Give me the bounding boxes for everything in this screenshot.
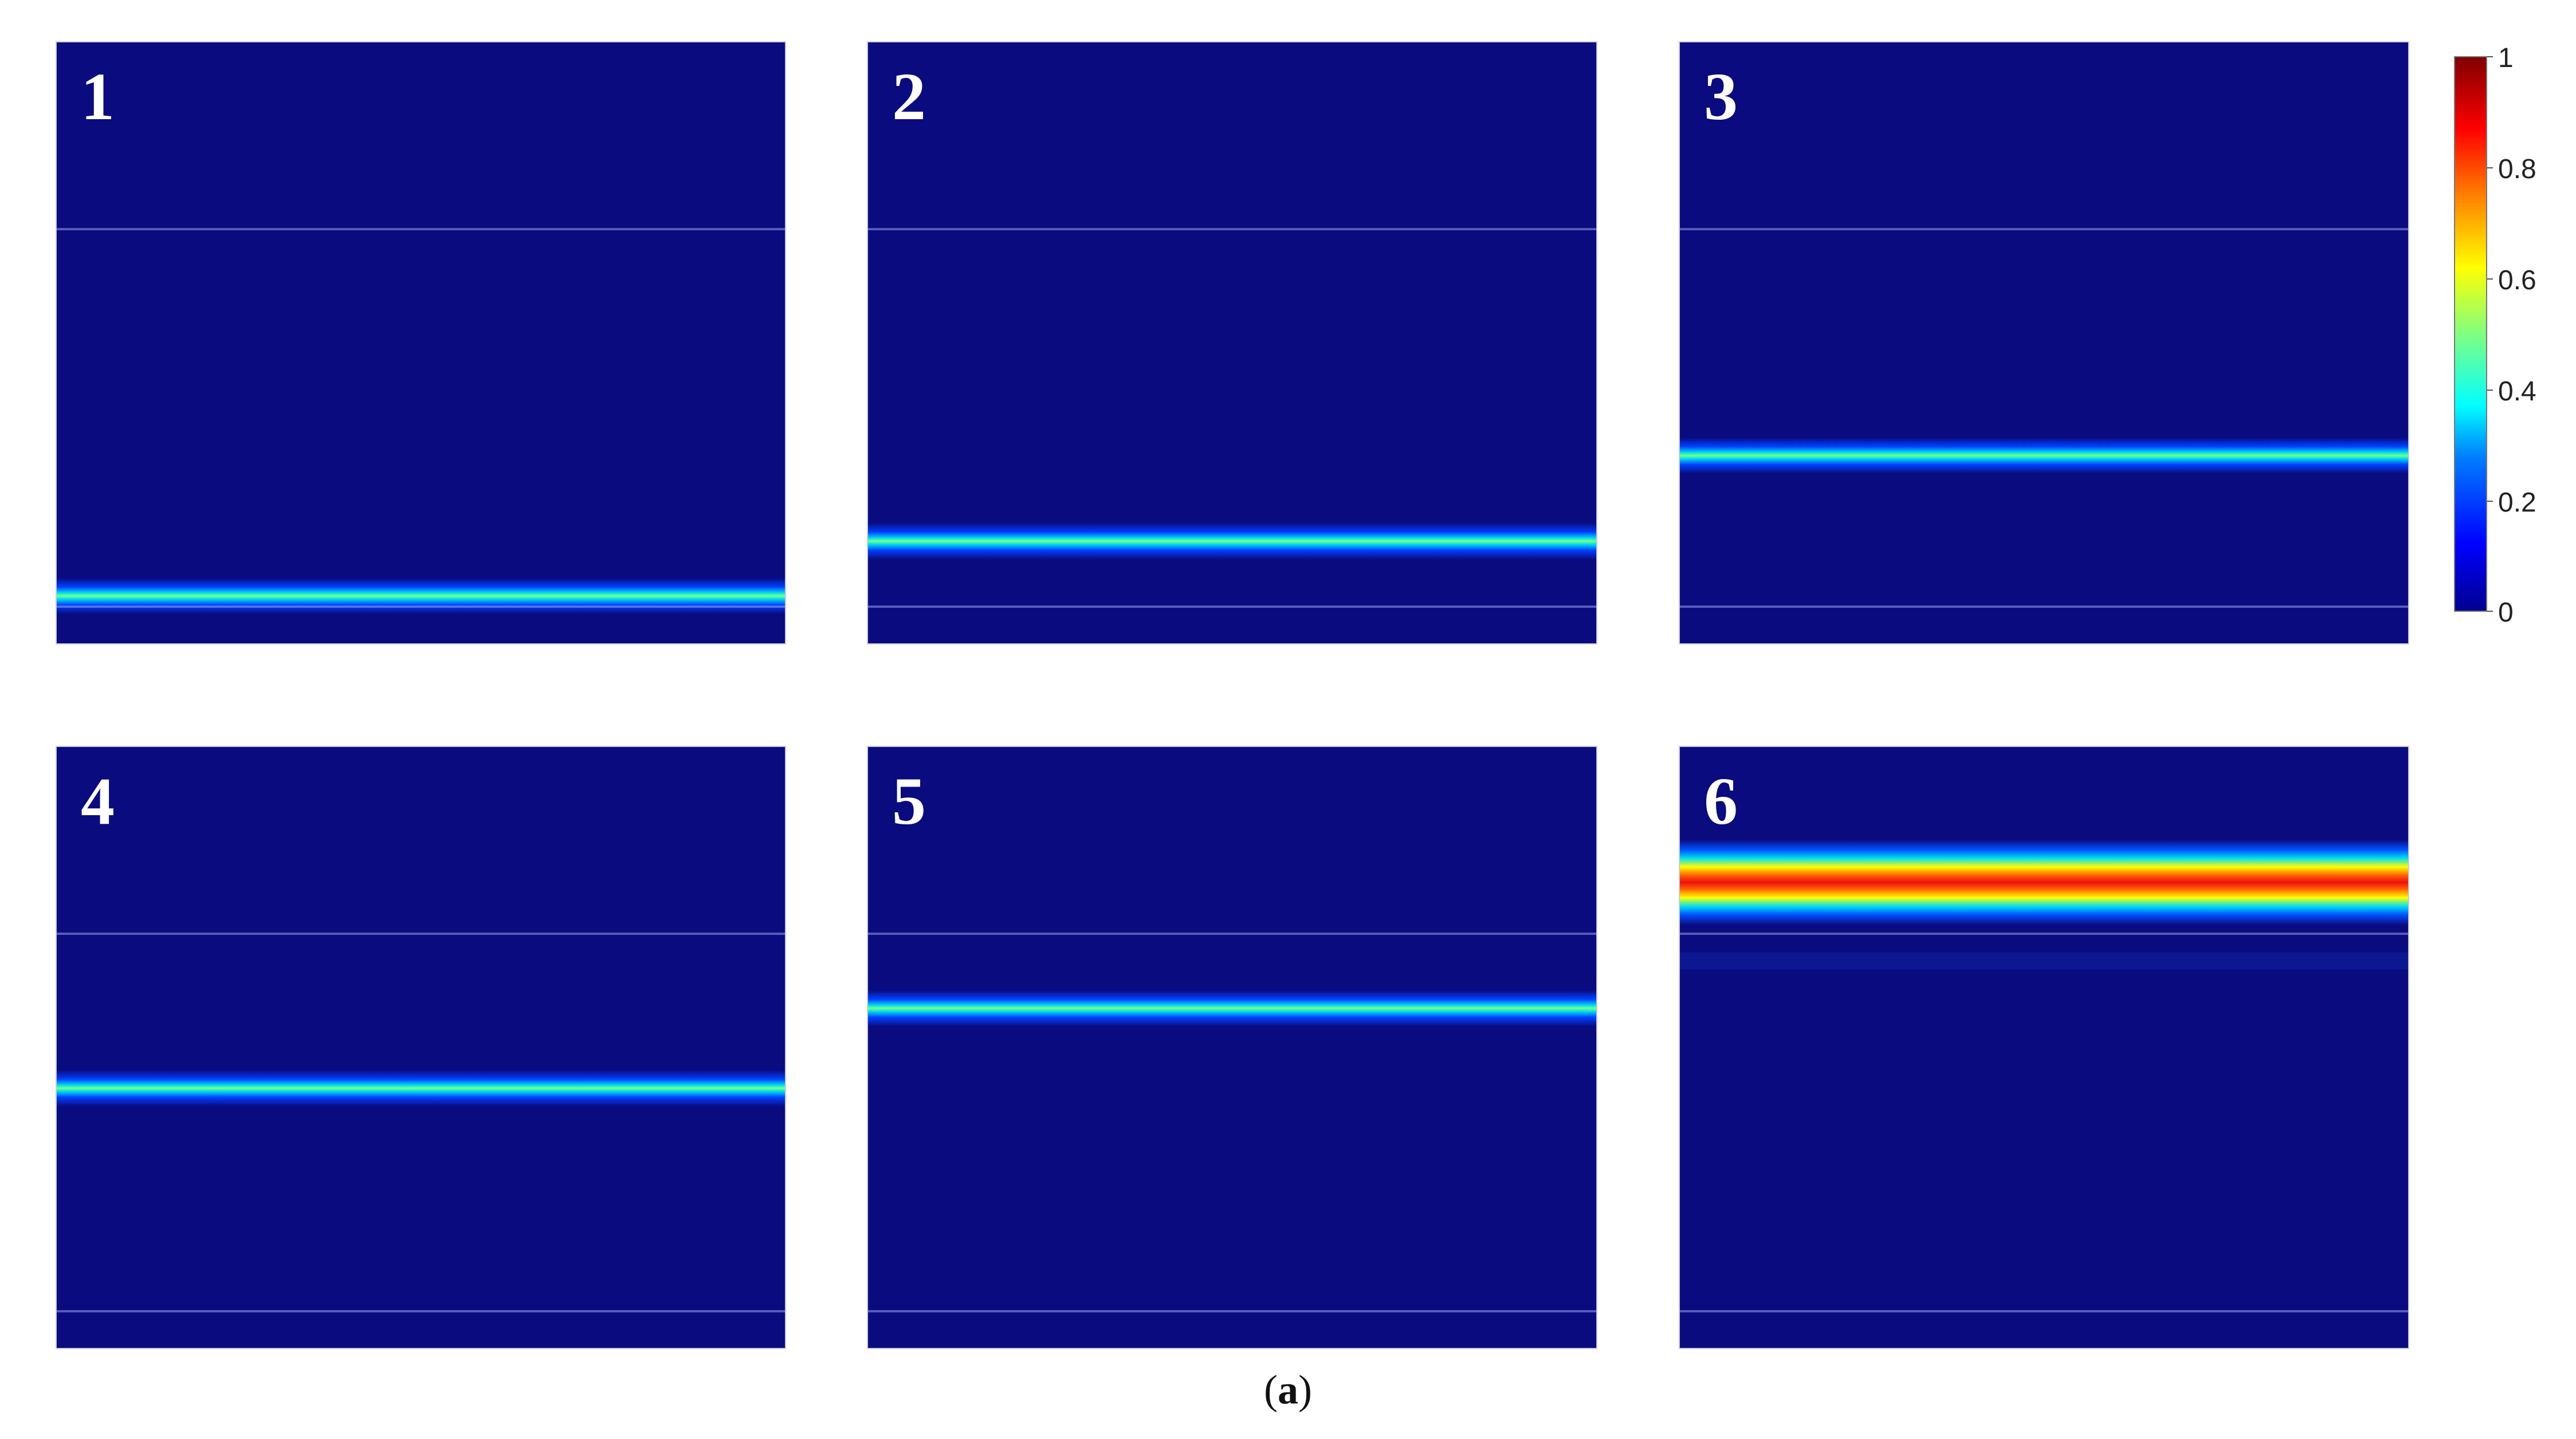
panel-number: 2: [892, 59, 926, 134]
figure-caption: (a): [0, 1369, 2576, 1410]
colorbar-tickmark: [2487, 278, 2493, 280]
intensity-field-5: [868, 990, 1596, 1027]
caption-open-paren: (: [1264, 1367, 1278, 1413]
colorbar-tick-label: 0.2: [2498, 487, 2536, 518]
intensity-field-2: [868, 522, 1596, 560]
colorbar-tick-label: 0.6: [2498, 265, 2536, 296]
field-panel-3: 3: [1679, 41, 2409, 644]
light-band: [1680, 839, 2408, 925]
layer-boundary-top: [1680, 228, 2408, 230]
light-band: [868, 990, 1596, 1027]
layer-boundary-top: [57, 933, 785, 935]
field-panel-1: 1: [56, 41, 786, 644]
caption-close-paren: ): [1298, 1367, 1312, 1413]
field-panel-6: 6: [1679, 746, 2409, 1349]
caption-letter: a: [1278, 1367, 1298, 1413]
panel-number: 1: [81, 59, 115, 134]
panel-number: 5: [892, 764, 926, 839]
field-panel-5: 5: [867, 746, 1597, 1349]
colorbar-tickmark: [2487, 56, 2493, 57]
panel-number: 4: [81, 764, 115, 839]
colorbar-tickmark: [2487, 390, 2493, 391]
layer-boundary-bottom: [868, 1310, 1596, 1312]
light-band: [57, 1070, 785, 1107]
colorbar-tickmark: [2487, 501, 2493, 502]
light-band: [57, 577, 785, 615]
colorbar-tick-label: 0.4: [2498, 376, 2536, 407]
field-panel-4: 4: [56, 746, 786, 1349]
field-panel-2: 2: [867, 41, 1597, 644]
colorbar-tick-label: 0.8: [2498, 154, 2536, 184]
layer-boundary-bottom: [57, 1310, 785, 1312]
faint-band: [1680, 952, 2408, 970]
colorbar: [2454, 56, 2487, 612]
layer-boundary-top: [868, 228, 1596, 230]
layer-boundary-bottom: [868, 606, 1596, 608]
intensity-field-3: [1680, 437, 2408, 474]
layer-boundary-top: [57, 228, 785, 230]
panel-number: 6: [1704, 764, 1738, 839]
intensity-field-4: [57, 1070, 785, 1107]
layer-boundary-bottom: [57, 606, 785, 608]
layer-boundary-bottom: [1680, 1310, 2408, 1312]
light-band: [1680, 437, 2408, 474]
layer-boundary-top: [868, 933, 1596, 935]
layer-boundary-top: [1680, 933, 2408, 935]
light-band: [868, 522, 1596, 560]
panel-number: 3: [1704, 59, 1738, 134]
layer-boundary-bottom: [1680, 606, 2408, 608]
intensity-field-6: [1680, 839, 2408, 970]
intensity-field-1: [57, 577, 785, 615]
colorbar-tickmark: [2487, 167, 2493, 168]
colorbar-tickmark: [2487, 611, 2493, 612]
colorbar-tick-label: 1: [2498, 43, 2514, 73]
colorbar-tick-label: 0: [2498, 597, 2514, 628]
